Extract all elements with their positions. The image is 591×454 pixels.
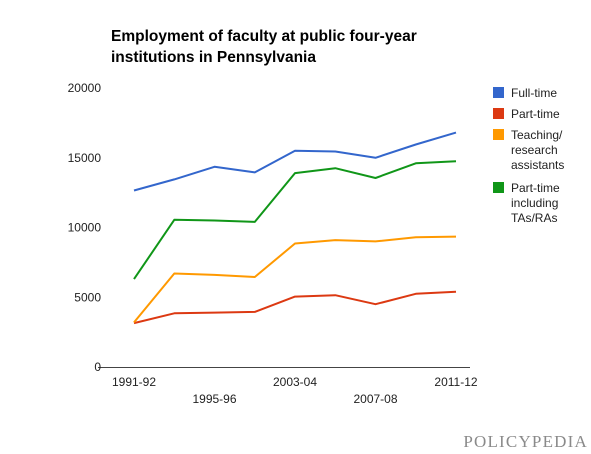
x-tick-label: 2007-08	[353, 392, 397, 406]
legend-swatch	[493, 108, 504, 119]
series-line-1	[133, 131, 457, 192]
y-tick-label: 10000	[68, 221, 102, 235]
legend-label: Part-time	[511, 107, 560, 121]
y-tick-label: 5000	[74, 290, 101, 304]
legend-label: Part-time	[511, 181, 560, 195]
x-tick-label: 2011-12	[434, 375, 477, 389]
legend-label: assistants	[511, 158, 564, 172]
legend-swatch	[493, 87, 504, 98]
chart-title: Employment of faculty at public four-yea…	[111, 28, 417, 66]
x-tick-label: 2003-04	[273, 375, 317, 389]
y-tick-label: 0	[94, 360, 101, 374]
series-line-2	[133, 290, 457, 325]
x-tick-label: 1991-92	[112, 375, 156, 389]
legend-swatch	[493, 182, 504, 193]
x-tick-label: 1995-96	[192, 392, 236, 406]
legend-label: Full-time	[511, 86, 557, 100]
legend-label: TAs/RAs	[511, 211, 557, 225]
y-tick-label: 15000	[68, 151, 102, 165]
legend-swatch	[493, 129, 504, 140]
legend-label: research	[511, 143, 558, 157]
y-tick-label: 20000	[68, 81, 102, 95]
legend-label: including	[511, 196, 558, 210]
series-line-4	[133, 160, 457, 280]
series-line-3	[133, 235, 457, 324]
legend-label: Teaching/	[511, 128, 563, 142]
brand-logo: POLICYPEDIA	[463, 432, 588, 451]
